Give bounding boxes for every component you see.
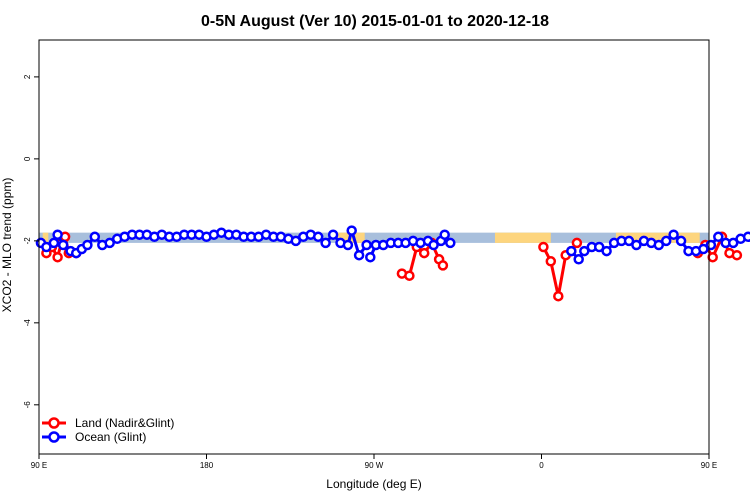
series-1-point-69 (631, 239, 642, 251)
series-1-point-61 (573, 254, 584, 265)
series-1 (35, 225, 750, 265)
series-layer (35, 225, 750, 302)
series-1-point-3 (52, 229, 63, 240)
series-1-point-79 (705, 239, 717, 251)
y-tick-label-2: -2 (23, 237, 32, 245)
series-1-point-44 (346, 225, 357, 236)
series-0-point-8 (404, 270, 415, 281)
series-1-point-8 (82, 239, 93, 251)
series-1-point-58 (439, 229, 450, 240)
series-1-point-60 (566, 245, 577, 257)
series-1-point-80 (713, 231, 724, 243)
series-1-point-73 (660, 235, 672, 247)
series-1-point-39 (312, 231, 324, 243)
series-0-point-2 (52, 251, 63, 263)
series-0-point-25 (731, 249, 743, 261)
series-1-point-62 (579, 245, 590, 257)
y-tick-label-0: 2 (23, 74, 32, 79)
series-1-point-4 (57, 239, 69, 251)
x-tick-label-3: 0 (539, 461, 544, 470)
land-band-3 (615, 232, 700, 243)
series-1-point-84 (742, 231, 750, 243)
series-1-point-45 (353, 249, 365, 261)
series-1-point-75 (675, 235, 687, 247)
legend-label-land: Land (Nadir&Glint) (75, 416, 174, 430)
series-1-point-65 (601, 245, 612, 257)
series-1-point-43 (342, 239, 354, 251)
series-1-point-82 (727, 237, 739, 249)
ocean-band (39, 232, 709, 243)
series-1-point-64 (593, 241, 605, 253)
series-0-point-14 (538, 241, 549, 253)
y-tick-label-1: 0 (23, 156, 32, 161)
series-0-point-10 (418, 247, 430, 259)
legend-entry-ocean: Ocean (Glint) (42, 430, 146, 444)
y-tick-label-4: -6 (23, 401, 32, 409)
series-1-point-46 (361, 239, 372, 251)
series-1-point-72 (653, 239, 665, 251)
series-1-point-9 (89, 231, 101, 243)
series-0-point-19 (571, 237, 583, 249)
series-1-point-78 (698, 243, 709, 255)
legend-label-ocean: Ocean (Glint) (75, 430, 146, 444)
land-band-0 (42, 232, 49, 243)
series-1-point-47 (365, 251, 376, 263)
series-1-point-36 (290, 235, 302, 247)
series-1-point-68 (623, 235, 635, 247)
series-0-point-13 (437, 260, 449, 271)
series-1-point-41 (327, 229, 339, 240)
x-tick-label-0: 90 E (31, 461, 47, 470)
series-0-point-16 (553, 290, 564, 302)
series-1-point-40 (320, 237, 331, 249)
series-1-point-56 (428, 239, 439, 251)
x-tick-label-1: 180 (200, 461, 214, 470)
y-tick-label-3: -4 (23, 319, 32, 327)
axes: 90 E 180 90 W 0 90 E 2 0 -2 -4 -6 (23, 74, 717, 470)
series-0-point-22 (707, 251, 718, 263)
series-0-point-15 (545, 256, 557, 267)
series-1-point-1 (41, 241, 52, 253)
y-axis-label: XCO2 - MLO trend (ppm) (0, 178, 14, 313)
chart-title: 0-5N August (Ver 10) 2015-01-01 to 2020-… (201, 13, 549, 30)
x-tick-label-2: 90 W (365, 461, 384, 470)
series-1-point-74 (668, 229, 679, 240)
legend: Land (Nadir&Glint) Ocean (Glint) (42, 416, 174, 444)
x-axis-label: Longitude (deg E) (326, 477, 421, 491)
series-1-point-59 (445, 237, 456, 249)
land-band-2 (494, 232, 551, 243)
series-1-point-11 (104, 237, 115, 249)
legend-entry-land: Land (Nadir&Glint) (42, 416, 174, 430)
series-1-point-2 (48, 237, 60, 249)
x-tick-label-4: 90 E (701, 461, 717, 470)
